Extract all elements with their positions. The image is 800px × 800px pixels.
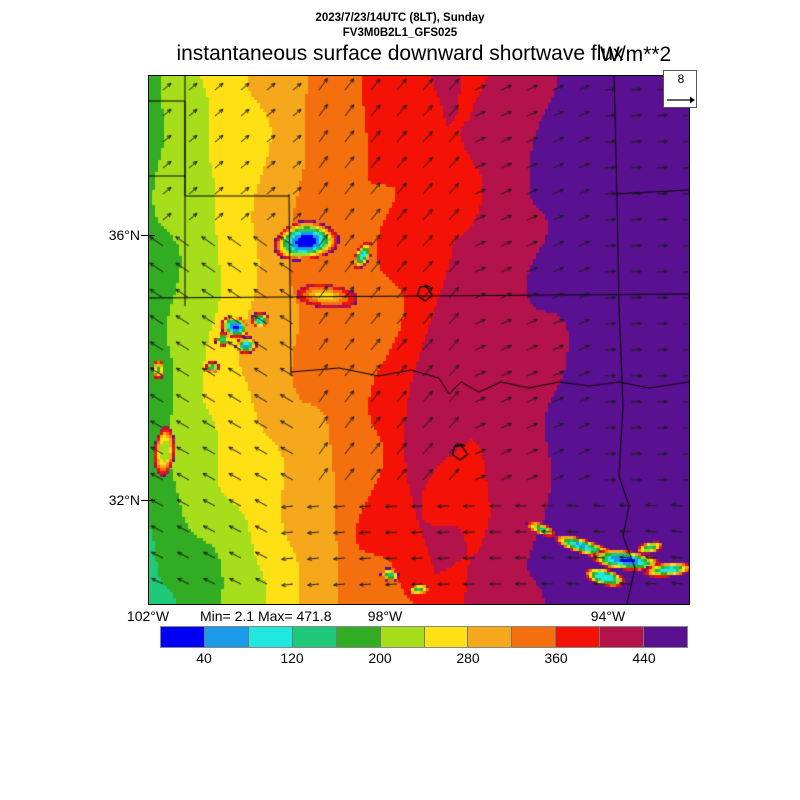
colorbar[interactable] bbox=[160, 626, 688, 648]
colorbar-swatch[interactable] bbox=[161, 627, 205, 647]
colorbar-swatch[interactable] bbox=[644, 627, 688, 647]
colorbar-swatch[interactable] bbox=[248, 627, 293, 647]
colorbar-tick-labels: 40 120 200 280 360 440 bbox=[160, 650, 688, 668]
colorbar-swatch[interactable] bbox=[204, 627, 249, 647]
minmax-readout: Min= 2.1 Max= 471.8 bbox=[200, 608, 332, 624]
lon-label-102w: 102°W bbox=[126, 608, 170, 624]
vector-key-value: 8 bbox=[677, 72, 685, 86]
colorbar-tick: 360 bbox=[544, 650, 568, 666]
map-panel[interactable] bbox=[148, 75, 690, 605]
lon-label-94w: 94°W bbox=[590, 608, 626, 624]
model-id: FV3M0B2L1_GFS025 bbox=[342, 27, 458, 39]
colorbar-swatch[interactable] bbox=[292, 627, 337, 647]
forecast-datetime: 2023/7/23/14UTC (8LT), Sunday bbox=[315, 12, 485, 24]
page-title: instantaneous surface downward shortwave… bbox=[176, 42, 624, 65]
colorbar-tick: 440 bbox=[632, 650, 656, 666]
colorbar-swatch[interactable] bbox=[600, 627, 645, 647]
colorbar-tick: 200 bbox=[368, 650, 392, 666]
colorbar-swatch[interactable] bbox=[380, 627, 425, 647]
colorbar-tick: 280 bbox=[456, 650, 480, 666]
colorbar-tick: 40 bbox=[196, 650, 212, 666]
colorbar-swatch[interactable] bbox=[556, 627, 601, 647]
lat-tick-32n bbox=[141, 500, 155, 501]
lon-label-98w: 98°W bbox=[367, 608, 403, 624]
lat-label-32n: 32°N bbox=[108, 492, 140, 508]
right-arrow-icon bbox=[667, 96, 695, 104]
lat-label-36n: 36°N bbox=[108, 227, 140, 243]
shortwave-flux-raster bbox=[149, 76, 689, 604]
colorbar-swatch[interactable] bbox=[336, 627, 381, 647]
colorbar-swatch[interactable] bbox=[512, 627, 557, 647]
units-label: W/m**2 bbox=[600, 43, 672, 66]
lat-tick-36n bbox=[141, 235, 155, 236]
colorbar-swatch[interactable] bbox=[468, 627, 513, 647]
vector-scale-key: 8 bbox=[663, 70, 697, 108]
colorbar-tick: 120 bbox=[280, 650, 304, 666]
colorbar-swatch[interactable] bbox=[424, 627, 469, 647]
